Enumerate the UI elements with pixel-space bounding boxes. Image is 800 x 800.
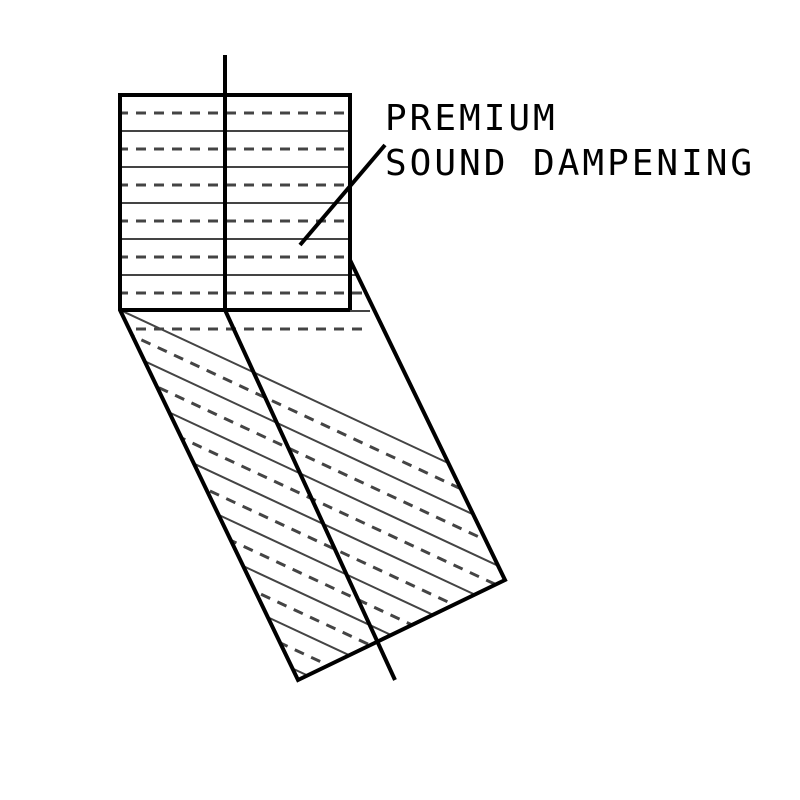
hatch-pattern [0,95,564,800]
annotation-line-2: SOUND DAMPENING [385,143,755,184]
annotation-leader [300,145,385,245]
diagram-canvas: PREMIUM SOUND DAMPENING [0,0,800,800]
annotation-line-1: PREMIUM [385,98,558,139]
